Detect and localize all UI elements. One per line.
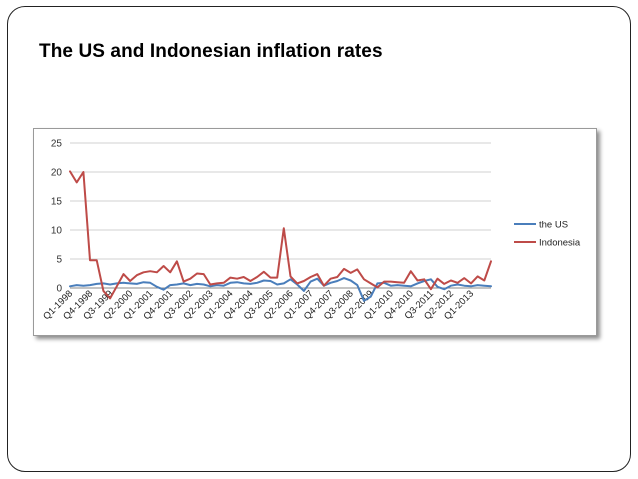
y-tick-label: 20 [51, 168, 63, 179]
y-tick-label: 10 [51, 226, 63, 237]
y-axis-ticks: 0 5 10 15 20 25 [51, 139, 63, 295]
legend-label: Indonesia [539, 238, 581, 249]
series-lines [69, 170, 492, 302]
y-tick-label: 0 [56, 284, 62, 295]
series-line-indonesia [69, 170, 492, 300]
gridlines [70, 142, 491, 289]
y-tick-label: 25 [51, 139, 63, 150]
y-tick-label: 15 [51, 197, 63, 208]
legend-label: the US [539, 220, 568, 231]
series-line-us [69, 277, 492, 302]
chart-frame: 0 5 10 15 20 25 Q1-1998 Q4-1998 Q3-1999 Q2-2000 Q… [33, 128, 597, 336]
y-tick-label: 5 [56, 255, 62, 266]
slide-title: The US and Indonesian inflation rates [39, 41, 383, 62]
legend: the US Indonesia [514, 220, 581, 249]
